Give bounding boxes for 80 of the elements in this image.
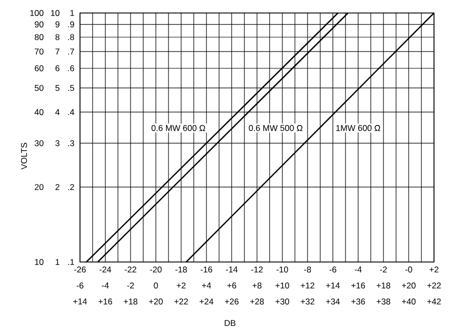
y-tick-label: .1: [68, 259, 74, 265]
x-tick-label: -18: [175, 266, 187, 273]
text: 90: [34, 21, 44, 28]
y-tick-label: .2: [68, 184, 74, 190]
text: 70: [34, 48, 44, 55]
text: +24: [200, 298, 214, 304]
x-tick-label: -2: [380, 266, 387, 272]
x-tick-label: -20: [150, 266, 162, 273]
text: 60: [34, 65, 44, 72]
x-tick-label: -16: [200, 266, 212, 273]
x-tick-label: -6: [329, 266, 336, 273]
x2-tick-label: +16: [351, 282, 365, 289]
x-tick-label: -10: [276, 266, 288, 273]
x2-tick-label: +14: [326, 282, 340, 288]
x2-tick-label: +12: [300, 282, 314, 288]
x-tick-label: -4: [354, 266, 362, 272]
x-tick-label: -22: [124, 266, 136, 272]
text: +32: [300, 298, 314, 305]
text: 4: [55, 109, 60, 115]
y-tick-label: .9: [68, 21, 74, 28]
text: +34: [326, 298, 340, 305]
series-label: 0.6 MW 500 Ω: [248, 125, 302, 132]
text: 9: [55, 21, 60, 28]
text: +42: [427, 298, 441, 304]
text: 7: [56, 48, 60, 54]
y-tick-label: .6: [68, 65, 74, 72]
text: +20: [149, 298, 163, 305]
text: 80: [34, 34, 44, 40]
y-tick-label: .4: [68, 109, 74, 115]
text: 10: [51, 10, 60, 16]
text: +38: [376, 298, 390, 305]
text: 2: [56, 184, 60, 190]
x-tick-label: -0: [405, 266, 412, 273]
y-tick-label: 1: [70, 10, 74, 16]
text: 40: [34, 109, 44, 116]
x2-tick-label: +22: [427, 282, 441, 288]
x-tick-label: -12: [251, 266, 263, 272]
text: 6: [56, 65, 60, 72]
x-tick-label: -24: [100, 266, 112, 272]
y-tick-label: .3: [68, 140, 74, 146]
x-tick-label: -26: [74, 266, 86, 273]
x2-tick-label: +18: [376, 282, 390, 289]
x2-tick-label: +8: [252, 282, 262, 289]
x-tick-label: +2: [430, 266, 438, 272]
text: +18: [124, 298, 138, 305]
x2-tick-label: +4: [202, 282, 212, 288]
text: +26: [224, 298, 239, 305]
text: +16: [98, 298, 112, 305]
text: +22: [174, 298, 188, 304]
x-axis-title: DB: [224, 320, 236, 326]
text: 3: [55, 140, 60, 146]
y-tick-label: .5: [68, 85, 74, 91]
text: 1: [56, 259, 60, 265]
series-label: 0.6 MW 600 Ω: [152, 125, 206, 132]
y-tick-label: .8: [68, 34, 74, 40]
x2-tick-label: -4: [102, 282, 109, 288]
x2-tick-label: -2: [127, 282, 134, 288]
x-tick-label: -14: [226, 266, 238, 272]
text: +14: [73, 298, 87, 304]
text: +36: [351, 298, 365, 305]
text: 50: [34, 84, 44, 91]
text: 10: [35, 259, 44, 265]
text: +30: [276, 298, 290, 305]
series-label: 1MW 600 Ω: [336, 125, 380, 132]
x2-tick-label: +10: [276, 282, 290, 289]
x2-tick-label: +6: [227, 282, 236, 289]
text: 8: [55, 34, 60, 40]
y-tick-label: .7: [68, 48, 74, 54]
x2-tick-label: +2: [176, 282, 186, 288]
text: +40: [402, 298, 416, 305]
y-axis-title: VOLTS: [21, 142, 27, 170]
text: 30: [34, 140, 44, 146]
text: 5: [55, 85, 60, 91]
x2-tick-label: -6: [76, 282, 84, 289]
text: 20: [34, 184, 44, 190]
text: +28: [250, 298, 264, 305]
x2-tick-label: +20: [402, 282, 416, 289]
text: 100: [30, 10, 44, 16]
x-tick-label: -8: [304, 266, 311, 273]
x2-tick-label: 0: [154, 282, 158, 289]
